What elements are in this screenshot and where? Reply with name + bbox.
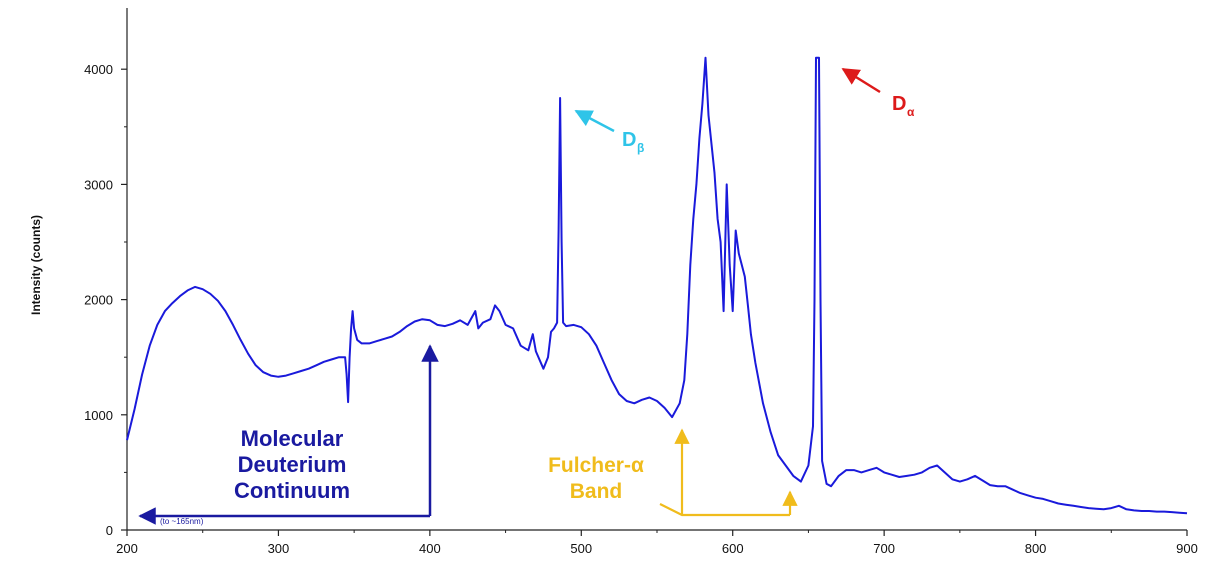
molecular-label-line: Continuum [234, 478, 350, 503]
fulcher-label-line: Band [570, 480, 623, 503]
molecular-label-line: Molecular [241, 426, 344, 451]
y-tick-label: 3000 [84, 177, 113, 192]
y-axis-label: Intensity (counts) [29, 215, 43, 315]
x-tick-label: 800 [1025, 541, 1047, 556]
d-beta-arrow [574, 109, 615, 133]
axes: 200 300 400 500 600 700 800 900 0 1000 2000 3000 400… [29, 8, 1198, 556]
x-tick-label: 500 [570, 541, 592, 556]
d-alpha-subscript: α [907, 105, 915, 119]
plot-area [126, 56, 1188, 515]
fulcher-label-line: Fulcher-α [548, 454, 644, 477]
x-tick-label: 700 [873, 541, 895, 556]
x-tick-label: 300 [268, 541, 290, 556]
x-tick-label: 900 [1176, 541, 1198, 556]
x-tick-label: 400 [419, 541, 441, 556]
molecular-label-line: Deuterium [238, 452, 347, 477]
x-tick-label: 600 [722, 541, 744, 556]
y-tick-label: 4000 [84, 62, 113, 77]
d-beta-label: D [622, 129, 636, 151]
fulcher-bracket [659, 503, 790, 517]
x-tick-label: 200 [116, 541, 138, 556]
d-beta-subscript: β [637, 141, 644, 155]
molecular-range-note: (to ~165nm) [160, 517, 204, 526]
spectrum-series-line [126, 56, 1188, 515]
d-alpha-arrow [841, 67, 881, 94]
y-tick-label: 1000 [84, 408, 113, 423]
y-tick-label: 0 [106, 523, 113, 538]
y-tick-label: 2000 [84, 293, 113, 308]
d-alpha-label: D [892, 93, 906, 115]
